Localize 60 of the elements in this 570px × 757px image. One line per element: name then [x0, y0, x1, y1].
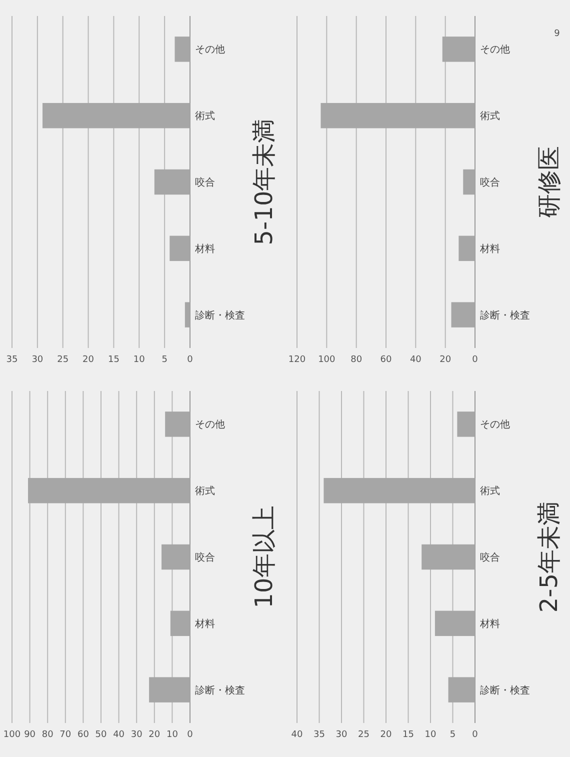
x-tick-label: 5 [162, 355, 168, 365]
x-tick-label: 35 [314, 730, 325, 740]
x-tick-label: 0 [187, 355, 194, 365]
x-tick-label: 20 [440, 355, 452, 365]
x-tick-label: 25 [358, 730, 370, 740]
x-tick-label: 30 [130, 730, 143, 740]
x-tick-label: 60 [77, 730, 90, 740]
x-tick-label: 10 [166, 730, 178, 740]
x-tick-label: 0 [187, 730, 194, 740]
y-tick-label: 診断・検査 [195, 684, 245, 696]
x-tick-label: 40 [410, 355, 422, 365]
y-tick-label: 咬合 [480, 176, 500, 188]
x-tick-label: 35 [6, 355, 18, 365]
y-tick-label: 材料 [194, 242, 215, 255]
x-tick-label: 10 [424, 730, 436, 740]
x-tick-label: 100 [318, 355, 336, 365]
x-tick-label: 30 [336, 730, 348, 740]
x-tick-label: 25 [57, 355, 69, 365]
y-tick-label: その他 [195, 418, 225, 431]
text: 10年以上 [250, 506, 278, 608]
x-tick-label: 40 [113, 730, 125, 740]
x-tick-label: 0 [472, 730, 478, 740]
y-tick-label: 術式 [480, 110, 500, 122]
text: 2-5年未満 [535, 501, 563, 613]
x-tick-label: 5 [450, 730, 456, 740]
x-tick-label: 50 [95, 730, 107, 740]
x-tick-label: 15 [402, 730, 414, 740]
y-tick-label: 術式 [195, 110, 215, 122]
x-tick-label: 20 [82, 355, 94, 365]
x-tick-label: 10 [133, 355, 146, 365]
x-tick-label: 30 [32, 355, 44, 365]
x-tick-label: 15 [108, 355, 120, 365]
y-tick-label: その他 [195, 44, 225, 56]
text: 9 [554, 29, 560, 39]
x-tick-label: 80 [42, 730, 54, 740]
x-tick-label: 90 [24, 730, 36, 740]
y-tick-label: 診断・検査 [480, 684, 530, 696]
y-tick-label: 咬合 [480, 552, 500, 564]
y-tick-label: 材料 [194, 618, 215, 630]
x-tick-label: 100 [3, 730, 21, 740]
y-tick-label: 咬合 [195, 552, 215, 564]
text: 研修医 [535, 146, 563, 218]
y-tick-label: 診断・検査 [480, 309, 530, 322]
y-tick-label: 術式 [480, 485, 500, 498]
y-tick-label: 咬合 [195, 176, 215, 188]
x-tick-label: 70 [60, 730, 72, 740]
y-tick-label: その他 [480, 418, 510, 431]
x-tick-label: 0 [472, 355, 478, 365]
y-tick-label: 材料 [479, 242, 500, 255]
text: 5-10年未満 [250, 118, 278, 246]
y-tick-label: 材料 [479, 618, 500, 630]
x-tick-label: 40 [291, 730, 303, 740]
y-tick-label: 診断・検査 [195, 309, 245, 322]
x-tick-label: 120 [288, 355, 306, 365]
x-tick-label: 20 [148, 730, 160, 740]
y-tick-label: 術式 [195, 485, 215, 498]
x-tick-label: 60 [380, 355, 392, 365]
x-tick-label: 20 [380, 730, 392, 740]
y-tick-label: その他 [480, 44, 510, 56]
x-tick-label: 80 [350, 355, 362, 365]
